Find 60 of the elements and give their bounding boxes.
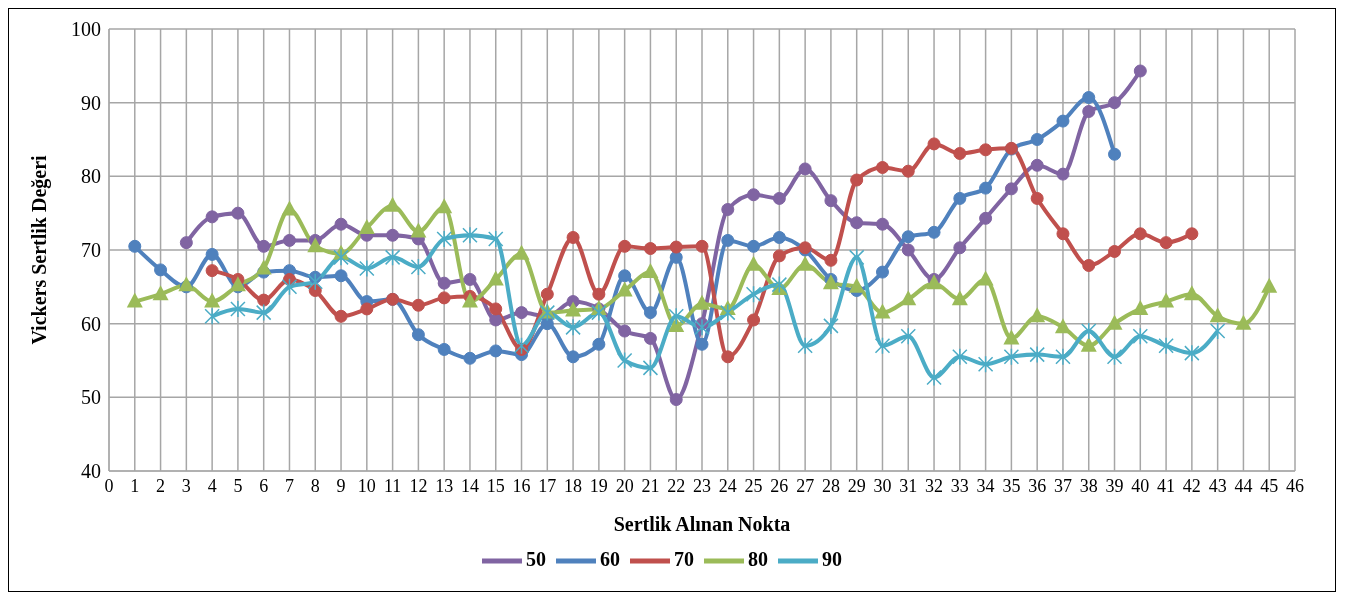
x-tick-label: 29	[847, 475, 866, 496]
x-tick-label: 43	[1208, 475, 1227, 496]
y-tick-label: 90	[81, 91, 101, 114]
x-tick-label: 21	[641, 475, 660, 496]
x-tick-label: 36	[1028, 475, 1047, 496]
y-tick-label: 60	[81, 312, 101, 335]
x-tick-label: 44	[1234, 475, 1253, 496]
x-tick-label: 32	[925, 475, 944, 496]
x-tick-label: 46	[1286, 475, 1304, 496]
x-tick-label: 4	[207, 475, 217, 496]
y-tick-label: 80	[81, 165, 101, 188]
x-tick-label: 40	[1131, 475, 1150, 496]
x-tick-label: 30	[873, 475, 892, 496]
x-tick-label: 2	[156, 475, 166, 496]
x-tick-label: 20	[615, 475, 634, 496]
x-tick-label: 33	[950, 475, 969, 496]
x-tick-label: 18	[564, 475, 583, 496]
x-tick-label: 34	[976, 475, 995, 496]
x-tick-label: 13	[435, 475, 454, 496]
legend-label: 60	[600, 547, 620, 570]
y-tick-label: 100	[71, 18, 101, 41]
x-tick-label: 24	[718, 475, 737, 496]
x-tick-label: 26	[770, 475, 789, 496]
y-tick-label: 50	[81, 386, 101, 409]
x-tick-label: 14	[460, 475, 479, 496]
legend-label: 70	[674, 547, 694, 570]
x-tick-label: 37	[1053, 475, 1072, 496]
y-axis-title: Vickers Sertlik Değeri	[28, 154, 52, 345]
y-tick-label: 70	[81, 239, 101, 262]
x-tick-label: 9	[336, 475, 346, 496]
x-tick-label: 17	[538, 475, 557, 496]
x-tick-label: 11	[383, 475, 402, 496]
x-tick-label: 22	[667, 475, 686, 496]
x-tick-label: 25	[744, 475, 763, 496]
x-tick-label: 23	[693, 475, 711, 496]
x-tick-label: 39	[1105, 475, 1124, 496]
x-tick-label: 16	[512, 475, 531, 496]
x-axis-title: Sertlik Alınan Nokta	[613, 513, 791, 535]
x-tick-label: 7	[284, 475, 294, 496]
x-tick-label: 19	[589, 475, 608, 496]
legend-label: 50	[526, 547, 546, 570]
x-tick-label: 42	[1182, 475, 1201, 496]
x-tick-label: 12	[409, 475, 428, 496]
x-tick-label: 31	[899, 475, 918, 496]
x-tick-label: 5	[233, 475, 243, 496]
x-tick-label: 27	[796, 475, 815, 496]
x-tick-label: 38	[1079, 475, 1098, 496]
x-tick-label: 1	[130, 475, 140, 496]
x-tick-label: 0	[104, 475, 114, 496]
x-tick-label: 6	[259, 475, 269, 496]
x-tick-label: 35	[1002, 475, 1021, 496]
x-tick-label: 10	[357, 475, 376, 496]
x-tick-label: 3	[181, 475, 191, 496]
x-tick-label: 41	[1157, 475, 1176, 496]
legend-label: 80	[748, 547, 768, 570]
x-tick-label: 28	[821, 475, 840, 496]
x-tick-label: 15	[486, 475, 505, 496]
x-tick-label: 45	[1260, 475, 1279, 496]
x-tick-label: 8	[310, 475, 320, 496]
legend-label: 90	[822, 547, 842, 570]
